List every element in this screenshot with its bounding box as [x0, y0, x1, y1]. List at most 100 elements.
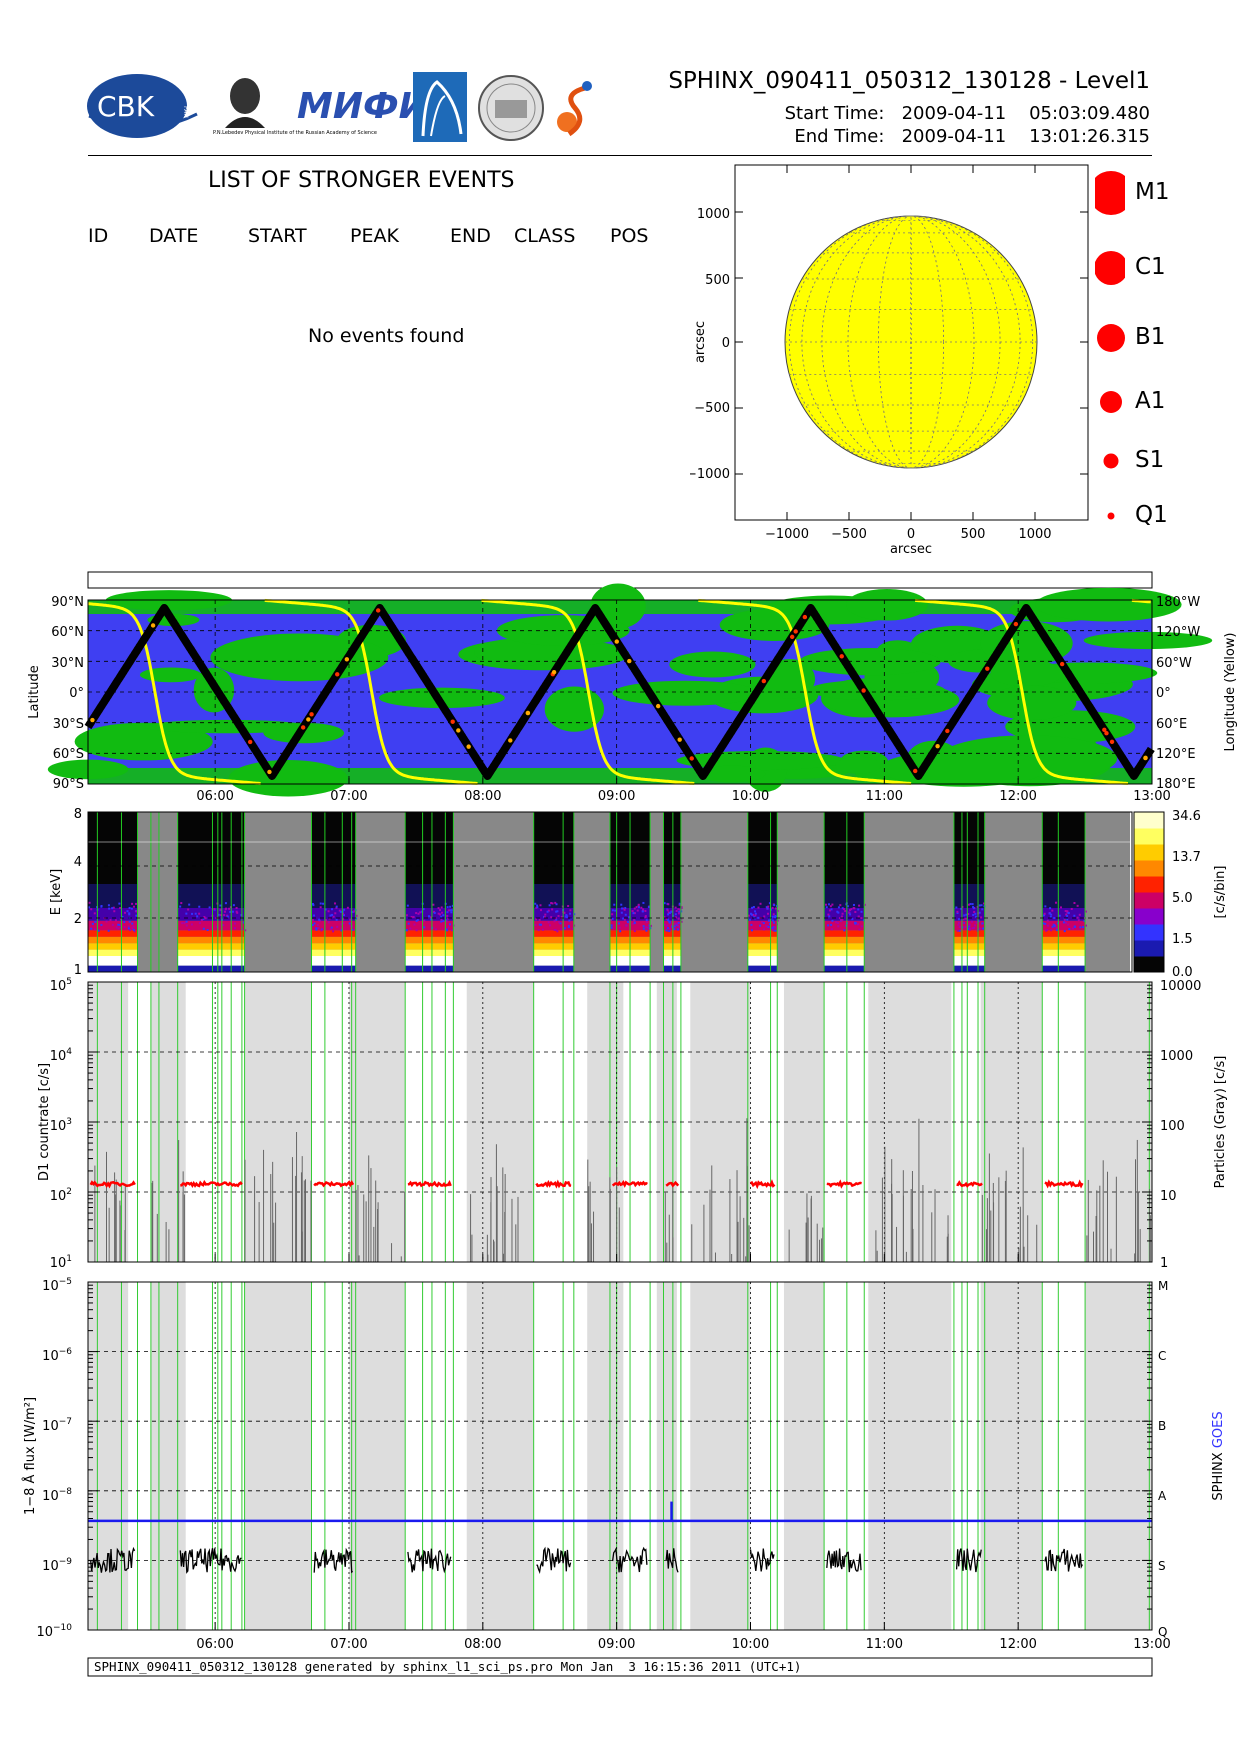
- spectrogram-pixel: [128, 912, 131, 915]
- spectrogram-band: [747, 965, 778, 972]
- spectrogram-pixel: [422, 908, 425, 911]
- track-event-dot: [677, 737, 682, 742]
- sphinx-flux-line: [179, 1548, 242, 1574]
- spectrogram-pixel: [678, 910, 681, 913]
- sphinx-flux-line: [611, 1546, 648, 1573]
- spectrogram-band: [533, 949, 574, 956]
- track-event-dot: [1104, 730, 1109, 736]
- spectrogram-pixel: [433, 911, 436, 914]
- spectrogram-pixel: [567, 904, 570, 907]
- spectrogram-band: [824, 884, 865, 908]
- spectrogram-pixel: [968, 925, 971, 928]
- spectrogram-pixel: [348, 922, 351, 925]
- spectrogram-band: [824, 965, 865, 972]
- count-tick-1e1: 101: [50, 1254, 72, 1271]
- spectrogram-pixel: [132, 928, 135, 931]
- sun-y-tick-3: −500: [694, 401, 730, 416]
- spectrogram-pixel: [824, 903, 827, 906]
- spectrogram-pixel: [410, 915, 413, 918]
- spectrogram-band: [177, 965, 245, 972]
- spectrogram-pixel: [1052, 923, 1055, 926]
- class-label-s1: S1: [1135, 447, 1165, 473]
- spectrogram-band: [1042, 936, 1086, 944]
- spectrogram-pixel: [763, 915, 766, 918]
- cbk-logo-text: CBK: [97, 90, 155, 123]
- spectrogram-pixel: [88, 901, 91, 904]
- eclipse-shade: [348, 1282, 406, 1630]
- spectrogram-pixel: [835, 921, 838, 924]
- spectrogram-pixel: [1059, 906, 1062, 909]
- spectrogram-pixel: [181, 922, 184, 925]
- track-event-dot: [839, 654, 844, 659]
- spectrogram-pixel: [223, 910, 226, 913]
- spectrogram-pixel: [644, 916, 647, 919]
- orbit-green-region: [139, 667, 202, 683]
- spectrogram-pixel: [1049, 915, 1052, 918]
- spectrogram-pixel: [569, 909, 572, 912]
- sun-x-tick-3: 500: [961, 527, 986, 542]
- class-label-b1: B1: [1135, 324, 1166, 350]
- colorbar-label: [c/s/bin]: [1213, 866, 1228, 919]
- spectrogram-pixel: [445, 920, 448, 923]
- spectrogram-pixel: [667, 911, 670, 914]
- class-label-q1: Q1: [1135, 502, 1168, 528]
- spectrogram-pixel: [203, 916, 206, 919]
- spectrogram-pixel: [665, 918, 668, 921]
- spectrogram-pixel: [827, 903, 830, 906]
- spectrogram-band: [177, 956, 245, 966]
- spectrogram-pixel: [100, 923, 103, 926]
- spectrogram-pixel: [564, 915, 567, 918]
- spectrogram-pixel: [979, 927, 982, 930]
- spectrogram-pixel: [669, 912, 672, 915]
- spectrogram-pixel: [1084, 910, 1087, 913]
- spectrogram-pixel: [623, 918, 626, 921]
- track-event-dot: [793, 629, 798, 634]
- sun-longitude-line: [821, 215, 1001, 469]
- track-event-dot: [466, 744, 471, 749]
- spectrogram-pixel: [91, 922, 94, 925]
- flux-class-c: C: [1158, 1349, 1166, 1363]
- spectrogram-band: [533, 943, 574, 950]
- spectrogram-pixel: [318, 918, 321, 921]
- spectrogram-pixel: [614, 909, 617, 912]
- spectrogram-pixel: [956, 929, 959, 932]
- track-event-dot: [1109, 739, 1115, 745]
- spectrogram-pixel: [558, 921, 561, 924]
- spectrogram-pixel: [1048, 912, 1051, 915]
- spectrogram-pixel: [967, 928, 970, 931]
- orbit-panel: [47, 583, 1213, 797]
- spectrogram-pixel: [438, 909, 441, 912]
- spectrogram-pixel: [637, 906, 640, 909]
- spectrogram-pixel: [536, 906, 539, 909]
- spectrogram-pixel: [757, 906, 760, 909]
- spectrogram-pixel: [1077, 919, 1080, 922]
- orbit-green-region: [1034, 587, 1182, 622]
- end-time: End Time: 2009-04-11 13:01:26.315: [794, 126, 1150, 147]
- spectrogram-pixel: [202, 917, 205, 920]
- spectrogram-pixel: [127, 927, 130, 930]
- spectrogram-pixel: [446, 906, 449, 909]
- spectrogram-pixel: [831, 919, 834, 922]
- spectrogram-pixel: [447, 909, 450, 912]
- spectrogram-pixel: [1046, 919, 1049, 922]
- eclipse-shade: [88, 1282, 129, 1630]
- spectrogram-pixel: [772, 913, 775, 916]
- spectrogram-band: [405, 812, 454, 884]
- spectrogram-panel: [87, 811, 1165, 973]
- spectrogram-band: [663, 812, 681, 884]
- spectrogram-pixel: [962, 918, 965, 921]
- spectrogram-band: [405, 908, 454, 921]
- track-event-dot: [150, 623, 156, 628]
- spectrogram-pixel: [423, 919, 426, 922]
- events-col-peak: PEAK: [350, 225, 399, 247]
- spectrogram-pixel: [118, 902, 121, 905]
- spectrogram-pixel: [1066, 911, 1069, 914]
- spectrogram-pixel: [640, 906, 643, 909]
- spectrogram-pixel: [675, 923, 678, 926]
- spectrogram-pixel: [1050, 929, 1053, 932]
- spectrogram-pixel: [334, 912, 337, 915]
- spectrogram-pixel: [645, 929, 648, 932]
- spectrogram-pixel: [666, 909, 669, 912]
- spectrogram-pixel: [636, 909, 639, 912]
- spectrogram-pixel: [1045, 929, 1048, 932]
